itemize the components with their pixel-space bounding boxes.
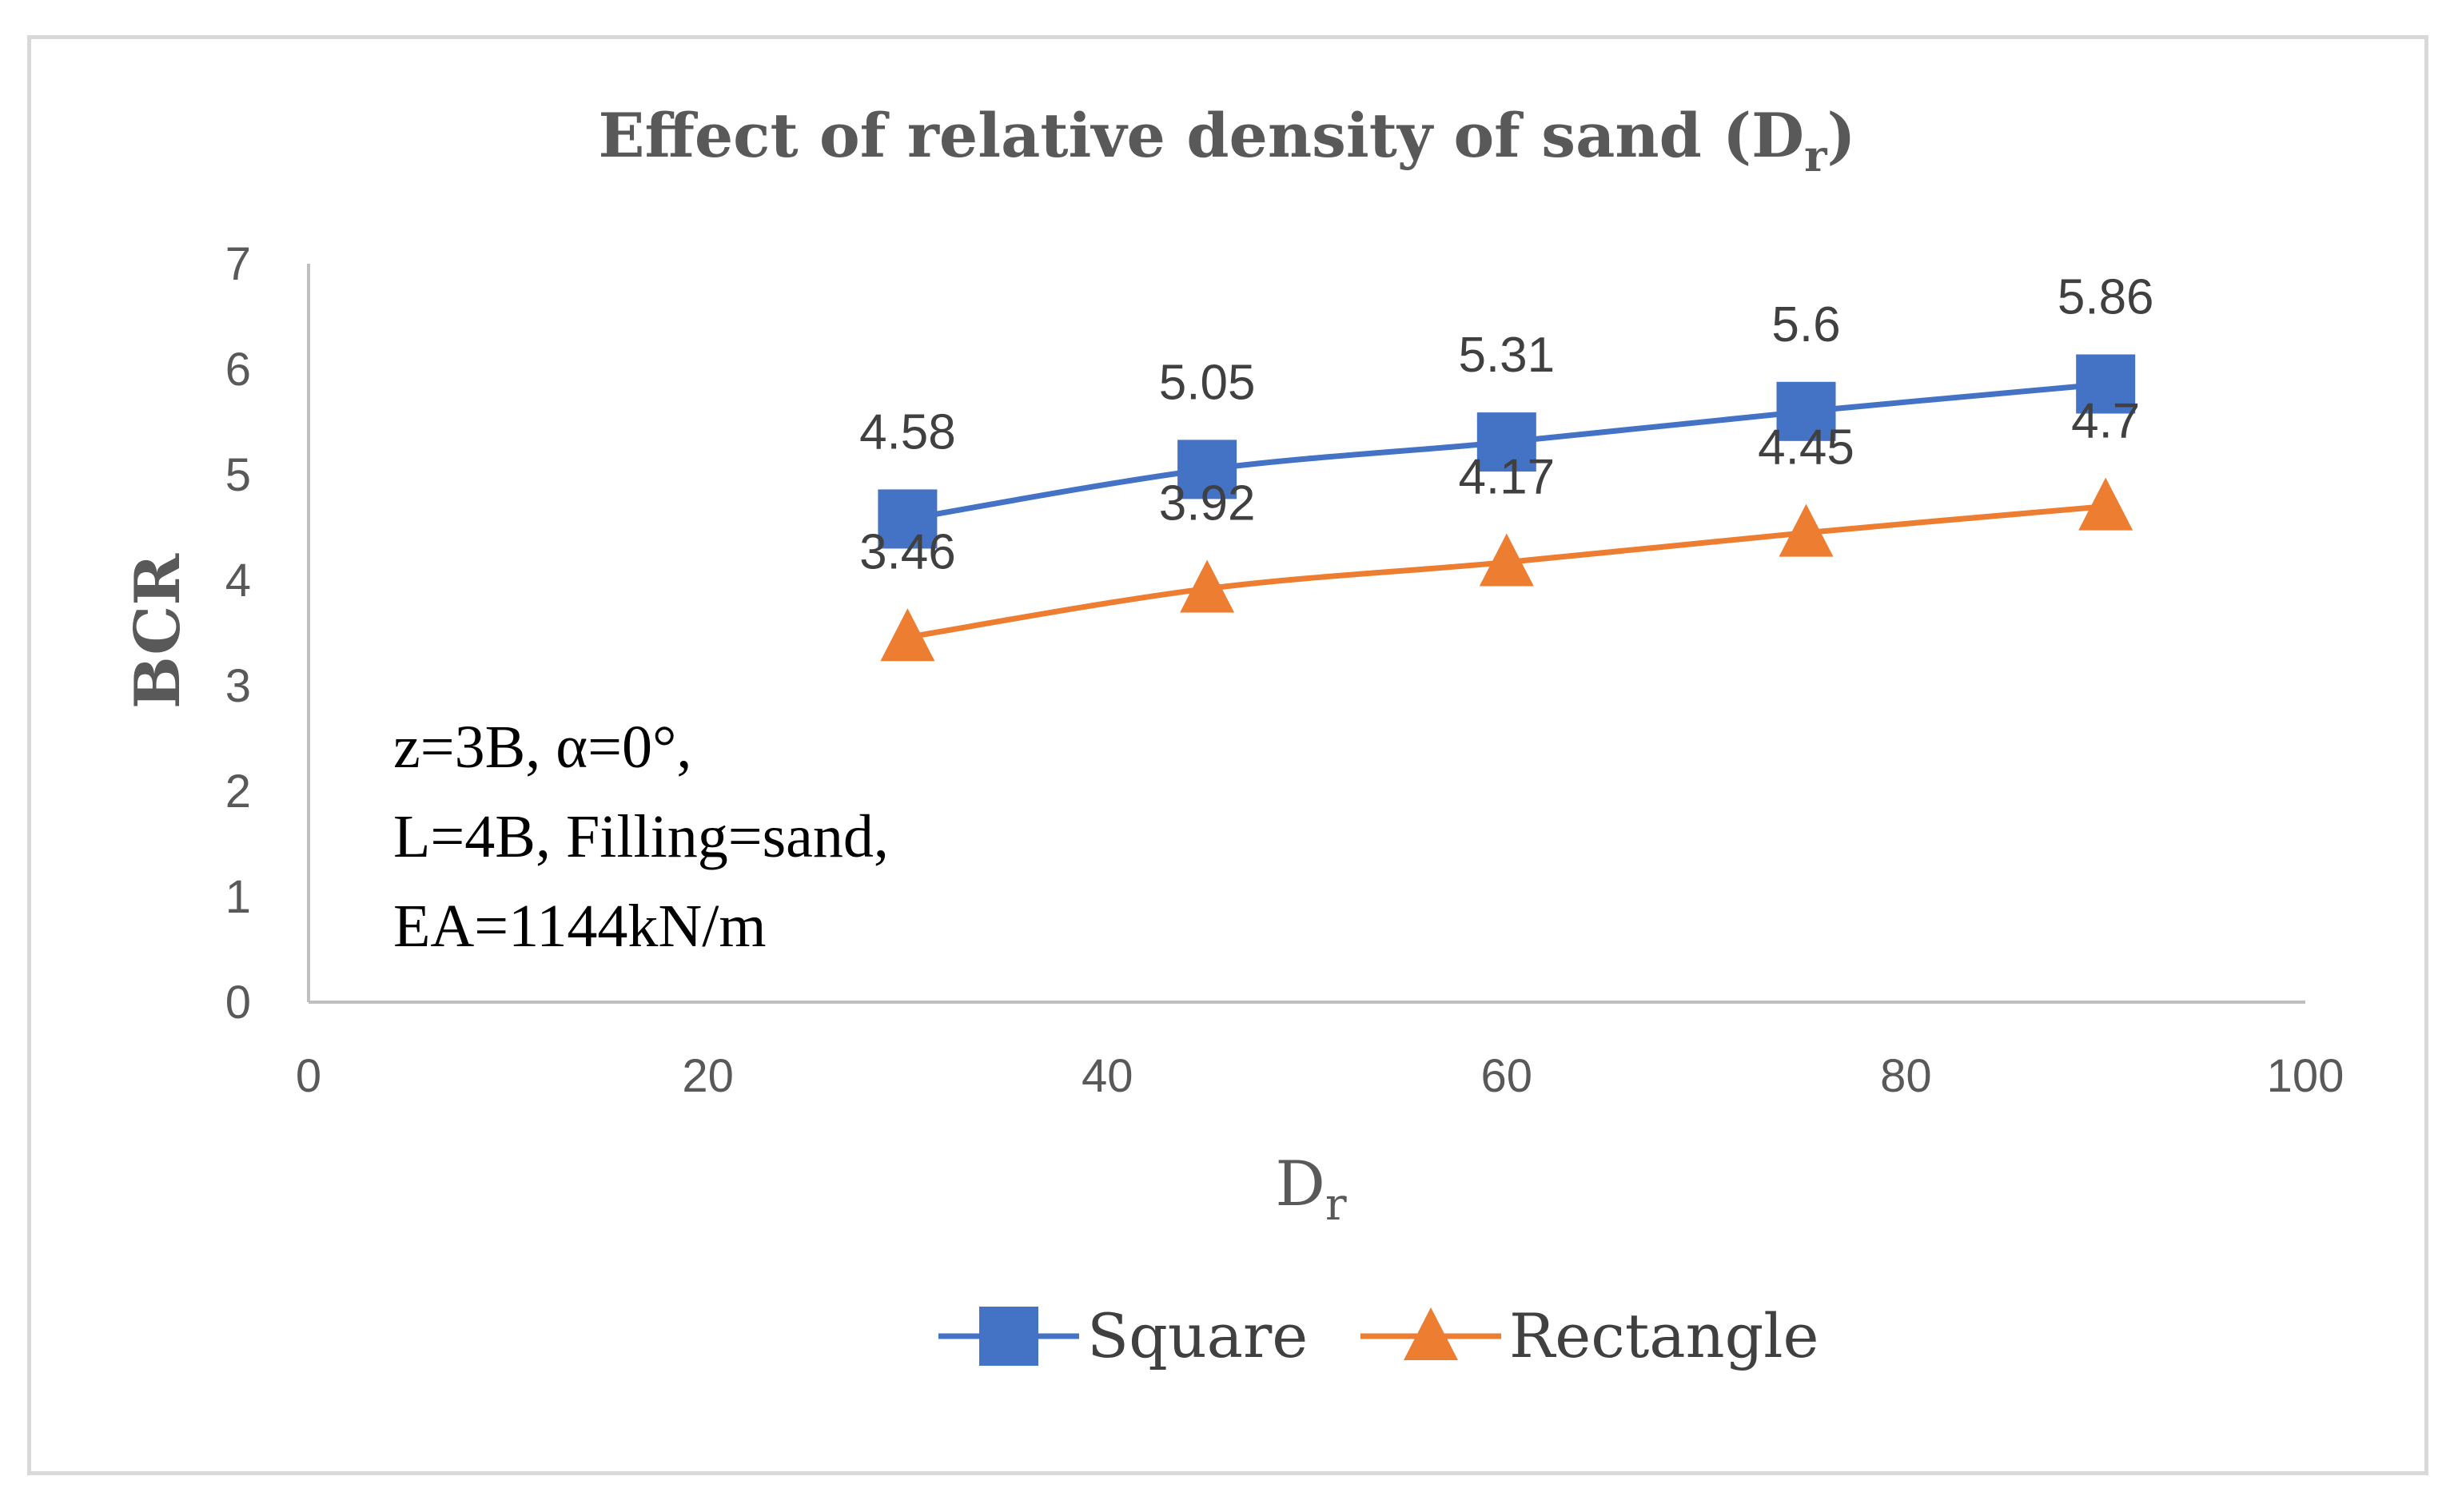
- chart-title: Effect of relative density of sand (Dr): [599, 100, 1856, 181]
- square-point: [1776, 381, 1836, 441]
- square-data-label: 5.31: [1458, 328, 1555, 383]
- y-tick-label: 2: [225, 766, 251, 818]
- annotation-line-3: EA=1144kN/m: [393, 893, 766, 960]
- rectangle-point: [1779, 503, 1834, 557]
- y-tick-label: 1: [225, 871, 251, 923]
- y-tick-label: 3: [225, 660, 251, 712]
- x-tick-label: 100: [2267, 1050, 2344, 1102]
- y-tick-label: 4: [225, 555, 251, 607]
- rectangle-point: [880, 608, 935, 662]
- square-data-label: 5.6: [1771, 297, 1840, 352]
- legend-square-label: Square: [1087, 1300, 1308, 1371]
- square-data-label: 5.05: [1159, 355, 1256, 410]
- y-tick-label: 0: [225, 977, 251, 1029]
- rectangle-data-label: 3.46: [859, 524, 956, 579]
- rectangle-data-label: 4.17: [1458, 450, 1555, 505]
- x-tick-label: 20: [682, 1050, 734, 1102]
- x-tick-label: 0: [296, 1050, 321, 1102]
- rectangle-point: [1479, 533, 1534, 587]
- x-axis-title: Dr: [1275, 1148, 1347, 1231]
- square-point: [1177, 440, 1237, 499]
- legend-rectangle-marker: [1404, 1307, 1458, 1360]
- axes: 0 20 40 60 80 100 0 1 2 3 4 5 6 7: [225, 238, 2344, 1102]
- legend-square-marker: [979, 1307, 1038, 1366]
- legend-rectangle-label: Rectangle: [1509, 1300, 1819, 1371]
- rectangle-point: [1180, 559, 1235, 613]
- rectangle-data-label: 4.7: [2071, 394, 2140, 449]
- square-point: [878, 489, 938, 549]
- square-data-label: 4.58: [859, 404, 956, 460]
- annotation-box: z=3B, α=0°, L=4B, Filling=sand, EA=1144k…: [393, 714, 889, 960]
- y-tick-label: 7: [225, 238, 251, 290]
- rectangle-data-label: 3.92: [1159, 476, 1256, 531]
- x-tick-label: 40: [1082, 1050, 1133, 1102]
- y-tick-label: 5: [225, 449, 251, 501]
- data-labels: 4.58 5.05 5.31 5.6 5.86 3.46 3.92 4.17 4.45 4.7: [859, 269, 2153, 579]
- rectangle-point: [2078, 477, 2133, 531]
- square-point: [1476, 412, 1536, 472]
- x-tick-label: 60: [1481, 1050, 1533, 1102]
- series-layer: [878, 354, 2136, 662]
- y-tick-label: 6: [225, 344, 251, 396]
- annotation-line-2: L=4B, Filling=sand,: [393, 803, 889, 870]
- y-axis-title: BCR: [122, 553, 194, 709]
- square-data-label: 5.86: [2058, 269, 2154, 324]
- chart-frame: [27, 35, 2428, 1475]
- x-tick-label: 80: [1880, 1050, 1932, 1102]
- legend: Square Rectangle: [938, 1300, 1819, 1371]
- square-point: [2076, 354, 2136, 414]
- annotation-line-1: z=3B, α=0°,: [393, 714, 691, 781]
- rectangle-data-label: 4.45: [1758, 420, 1854, 475]
